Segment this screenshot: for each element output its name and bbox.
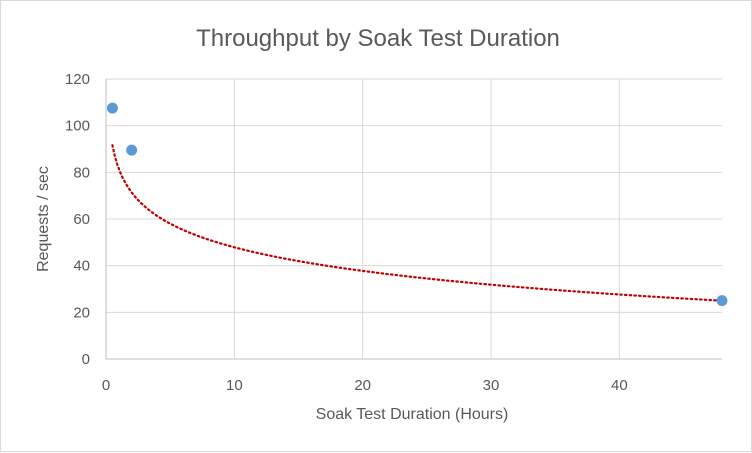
y-tick-label: 120 (65, 71, 90, 88)
data-points (106, 102, 728, 307)
trendline (111, 144, 724, 302)
gridlines (106, 78, 722, 359)
chart-title: Throughput by Soak Test Duration (196, 25, 560, 52)
y-tick-label: 0 (82, 351, 90, 368)
x-axis-label: Soak Test Duration (Hours) (316, 406, 509, 423)
data-point (716, 295, 728, 307)
tick-labels: 0 20 40 60 80 100 120 0 10 20 30 40 (65, 71, 628, 394)
y-tick-label: 80 (73, 164, 90, 181)
y-tick-label: 60 (73, 211, 90, 228)
y-tick-label: 100 (65, 118, 90, 135)
data-point (106, 102, 118, 114)
x-tick-label: 10 (226, 377, 243, 394)
data-point (126, 144, 138, 156)
trendline-group (111, 144, 724, 302)
x-tick-label: 20 (354, 377, 371, 394)
x-tick-label: 30 (483, 377, 500, 394)
y-tick-label: 40 (73, 258, 90, 275)
x-tick-label: 0 (102, 377, 110, 394)
y-tick-label: 20 (73, 304, 90, 321)
x-tick-label: 40 (611, 377, 628, 394)
axes (105, 79, 722, 360)
y-axis-label: Requests / sec (35, 166, 52, 272)
